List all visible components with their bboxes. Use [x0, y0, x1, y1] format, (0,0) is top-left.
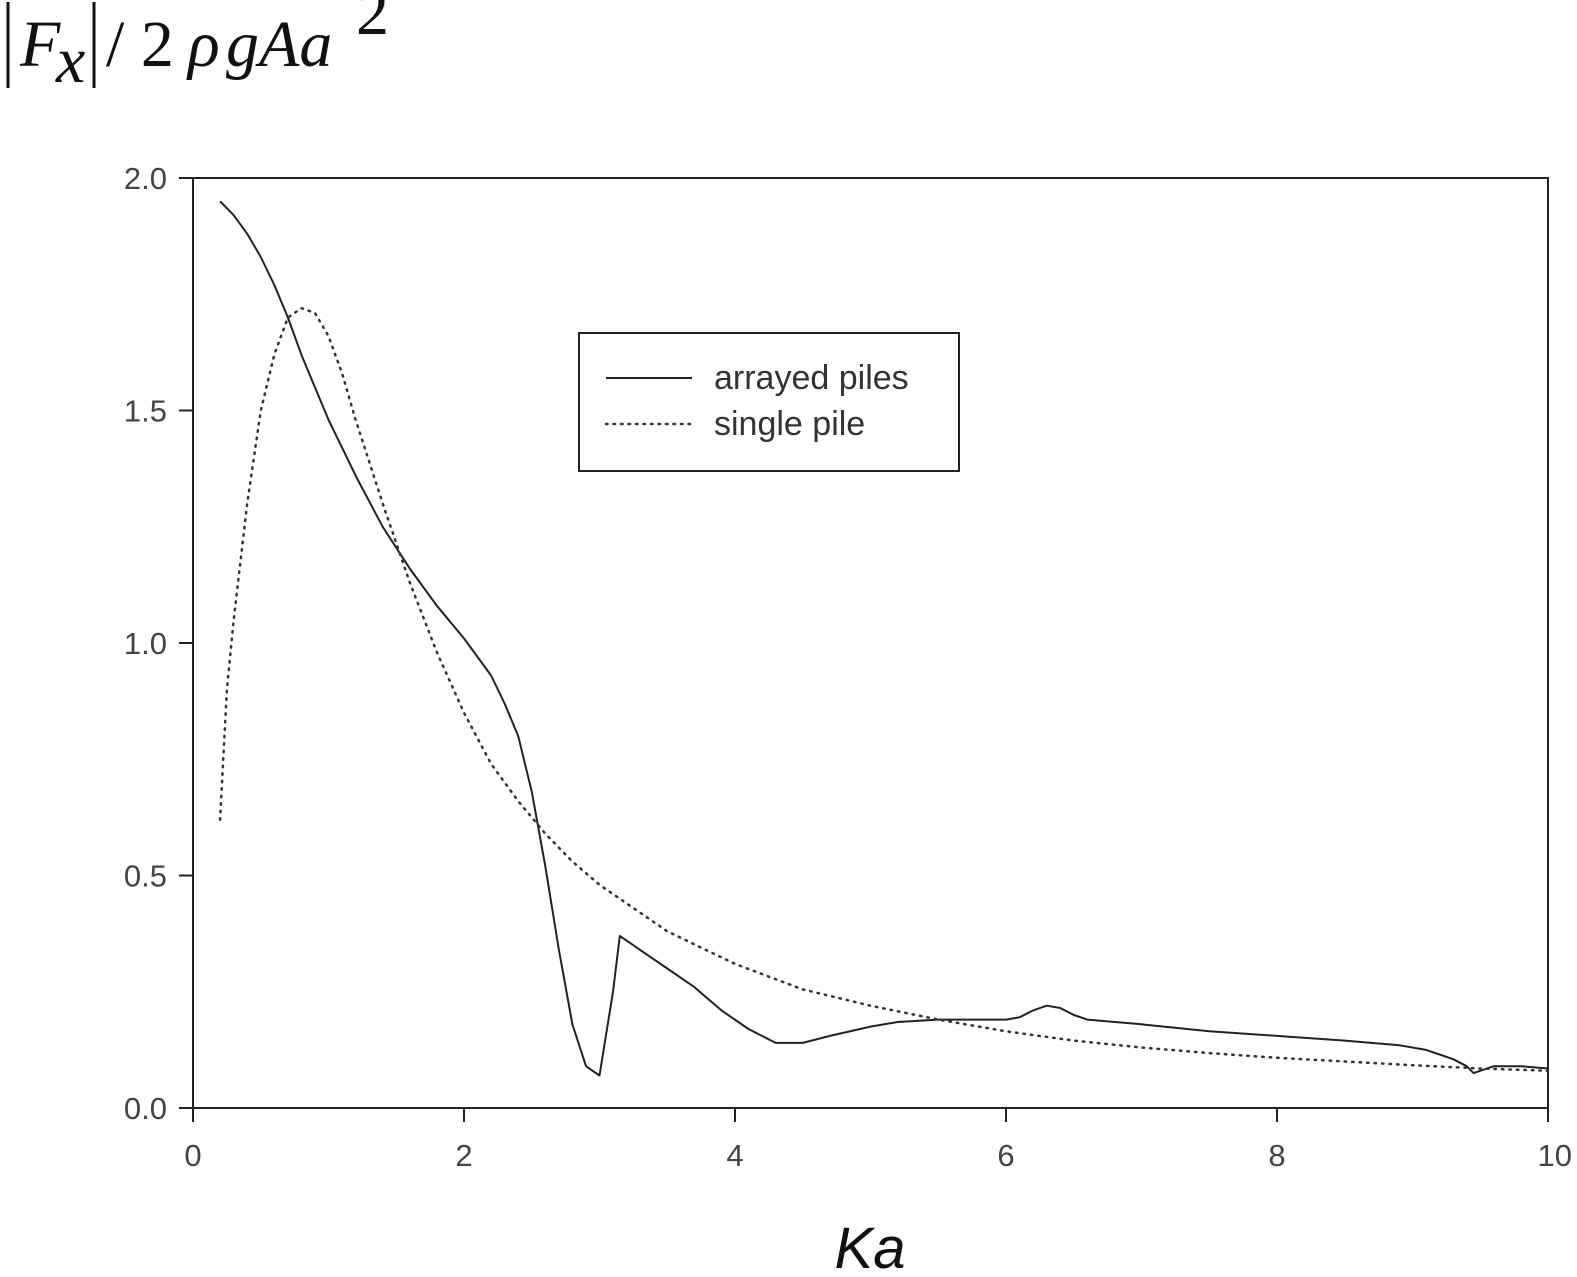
y-label-F: F — [19, 8, 61, 81]
y-tick-label: 1.0 — [124, 626, 167, 661]
x-axis-ticks: 0 2 4 6 8 10 — [184, 1108, 1572, 1173]
y-label-gAa: gAa — [226, 8, 332, 81]
y-label-rho: ρ — [186, 8, 220, 81]
y-axis-label: F x / 2 ρ gAa 2 — [6, 0, 389, 97]
legend-label-arrayed-piles: arrayed piles — [714, 359, 909, 397]
series-line-single-pile — [218, 306, 1550, 1073]
y-axis-ticks: 0.0 0.5 1.0 1.5 2.0 — [124, 161, 193, 1126]
x-axis-label: Ka — [835, 1216, 906, 1277]
y-label-subscript: x — [55, 24, 85, 97]
y-tick-label: 1.5 — [124, 394, 167, 429]
y-tick-label: 0.5 — [124, 859, 167, 894]
x-tick-label: 2 — [455, 1138, 472, 1173]
y-label-exponent: 2 — [356, 0, 389, 49]
x-tick-label: 8 — [1268, 1138, 1285, 1173]
y-tick-label: 2.0 — [124, 161, 167, 196]
x-tick-label: 0 — [184, 1138, 201, 1173]
legend-box — [578, 332, 960, 472]
legend: arrayed piles single pile — [578, 332, 960, 472]
series-layer — [218, 200, 1550, 1077]
y-tick-label: 0.0 — [124, 1091, 167, 1126]
x-tick-label: 6 — [997, 1138, 1014, 1173]
x-tick-label: 10 — [1538, 1138, 1572, 1173]
series-line-arrayed-piles — [219, 200, 1549, 1077]
y-label-divisor: / 2 — [106, 8, 174, 81]
x-tick-label: 4 — [726, 1138, 743, 1173]
legend-label-single-pile: single pile — [714, 405, 865, 443]
plot-frame — [192, 177, 1549, 1109]
